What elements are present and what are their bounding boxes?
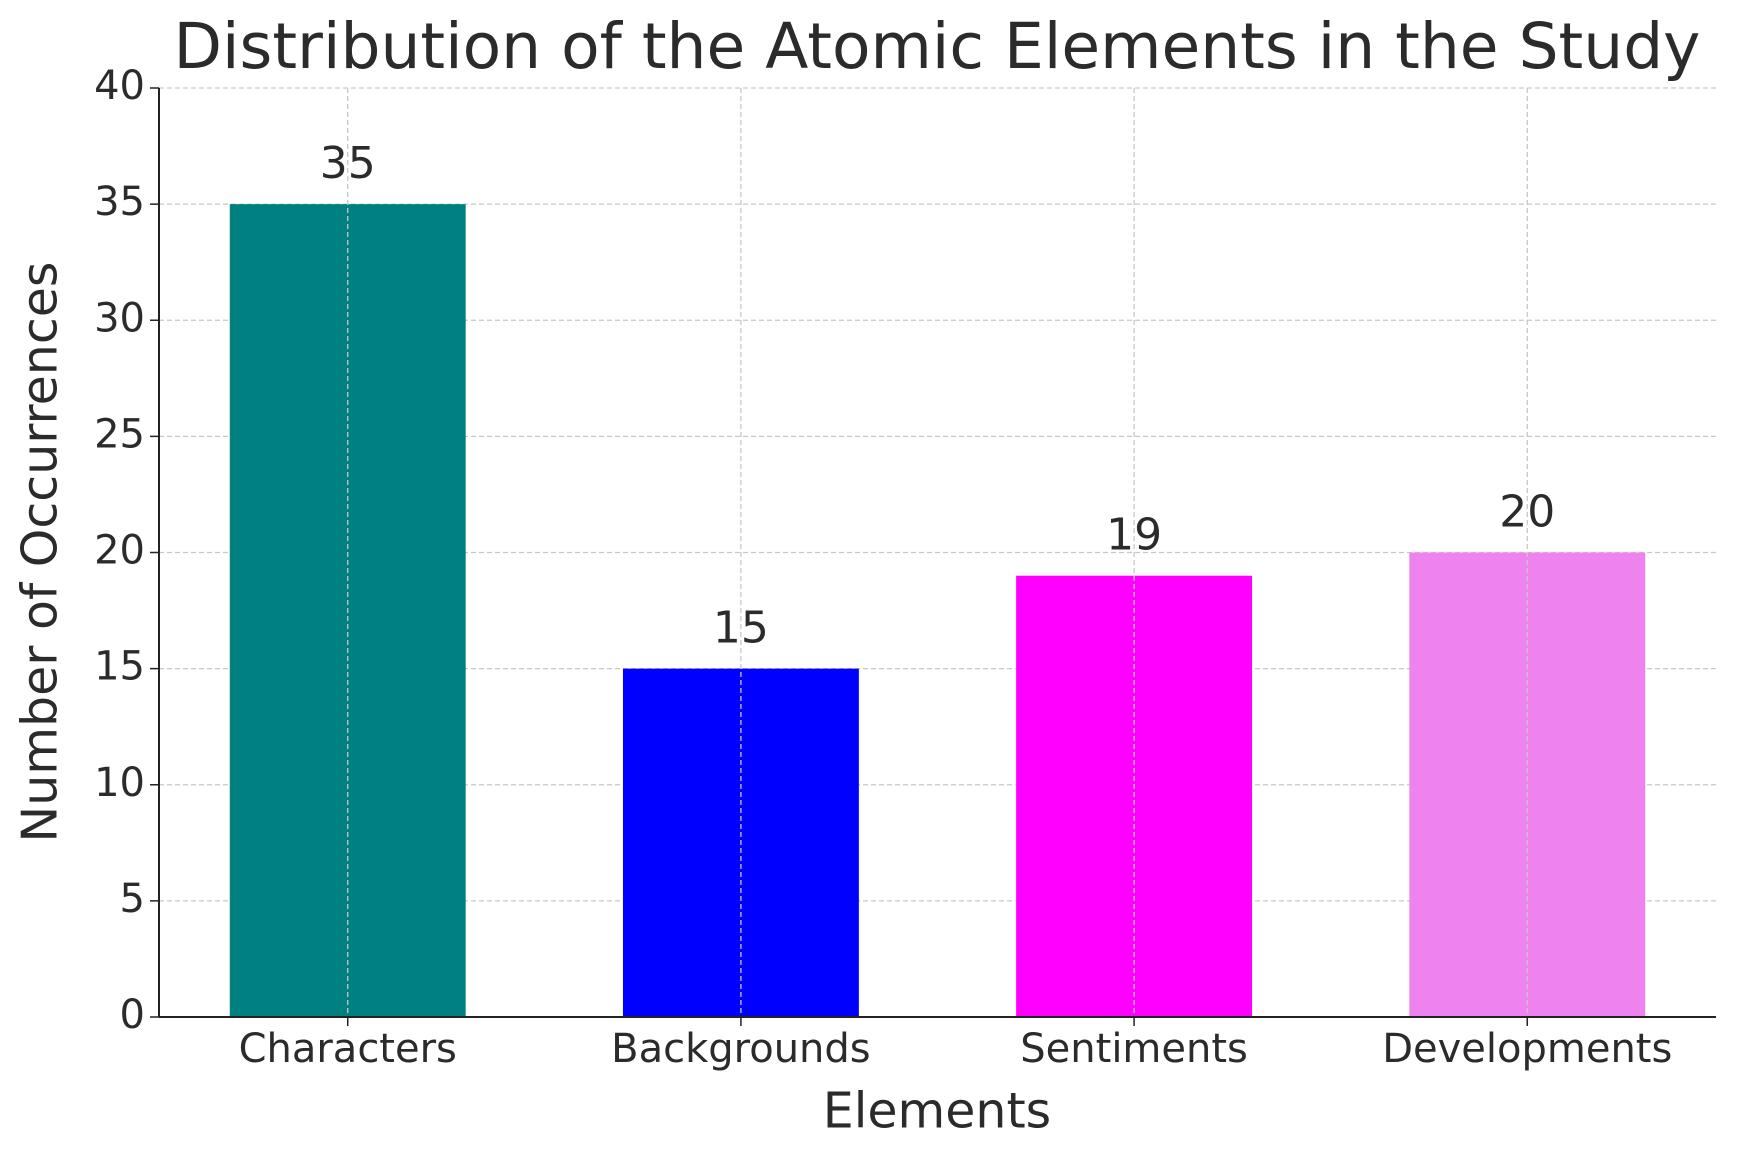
y-tick-label: 40 <box>94 63 145 109</box>
x-axis-label: Elements <box>823 1083 1051 1140</box>
y-tick-label: 0 <box>120 992 145 1038</box>
y-tick-label: 15 <box>94 644 145 690</box>
x-tick-label: Backgrounds <box>611 1026 870 1072</box>
y-tick-label: 5 <box>120 876 145 922</box>
x-tick-label: Sentiments <box>1020 1026 1248 1072</box>
y-tick-label: 35 <box>94 179 145 225</box>
x-tick-label: Characters <box>239 1026 457 1072</box>
y-tick-label: 10 <box>94 760 145 806</box>
y-tick-label: 30 <box>94 295 145 341</box>
chart-title: Distribution of the Atomic Elements in t… <box>174 10 1701 83</box>
x-tick-label: Developments <box>1382 1026 1672 1072</box>
y-tick-label: 25 <box>94 411 145 457</box>
y-tick-label: 20 <box>94 528 145 574</box>
y-axis-label: Number of Occurrences <box>12 262 69 843</box>
